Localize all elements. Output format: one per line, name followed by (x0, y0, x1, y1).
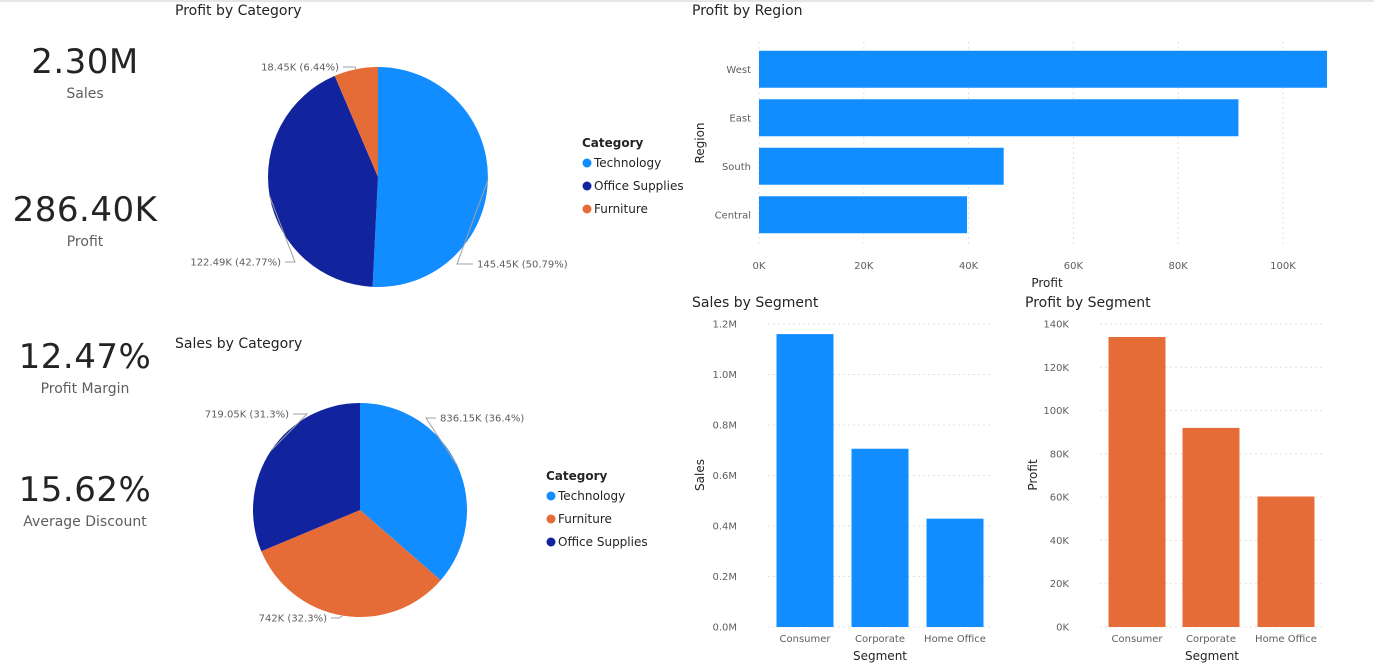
x-tick-label: 20K (854, 261, 874, 272)
bar-corporate[interactable] (851, 448, 909, 627)
chart-title-sales-by-segment: Sales by Segment (692, 295, 819, 311)
y-axis-title: Sales (693, 459, 707, 491)
legend-item-technology: Technology (557, 489, 625, 503)
x-tick-label: Corporate (1186, 634, 1236, 645)
y-tick-label: 140K (1043, 320, 1069, 331)
kpi-label: Average Discount (23, 514, 147, 530)
kpi-label: Sales (66, 86, 104, 102)
y-tick-label: 0K (1056, 623, 1069, 634)
x-tick-label: 80K (1169, 261, 1189, 272)
y-tick-label: 1.0M (712, 370, 737, 381)
data-label-leader (269, 196, 296, 263)
y-axis-title: Profit (1026, 459, 1040, 491)
y-tick-label: 0.2M (712, 572, 737, 583)
legend-item-furniture: Furniture (558, 512, 612, 526)
x-tick-label: Corporate (855, 634, 905, 645)
bar-east[interactable] (759, 99, 1239, 137)
y-tick-label: South (722, 162, 751, 173)
y-tick-label: 120K (1043, 363, 1069, 374)
kpi-card-average-discount[interactable]: 15.62% Average Discount (0, 470, 170, 531)
x-axis-title: Profit (1031, 276, 1063, 290)
kpi-card-profit-margin[interactable]: 12.47% Profit Margin (0, 337, 170, 398)
bar-consumer[interactable] (776, 334, 834, 627)
pie-slice-furniture[interactable] (334, 67, 378, 177)
y-tick-label: 20K (1050, 579, 1070, 590)
y-tick-label: 0.0M (712, 623, 737, 634)
kpi-value: 15.62% (18, 470, 152, 510)
data-label-leader (456, 179, 489, 265)
y-tick-label: 40K (1050, 536, 1070, 547)
pie-data-label: 18.45K (6.44%) (261, 63, 339, 74)
pie-slice-technology[interactable] (372, 67, 488, 287)
bar-central[interactable] (759, 196, 968, 234)
pie-data-label: 122.49K (42.77%) (190, 258, 281, 269)
pie-slice-technology[interactable] (360, 403, 468, 581)
pie-data-label: 145.45K (50.79%) (477, 260, 568, 271)
y-tick-label: 0.6M (712, 471, 737, 482)
kpi-card-profit[interactable]: 286.40K Profit (0, 190, 170, 251)
x-tick-label: 100K (1270, 261, 1296, 272)
bar-west[interactable] (759, 50, 1327, 88)
y-tick-label: 80K (1050, 449, 1070, 460)
x-tick-label: Consumer (1112, 634, 1164, 645)
pie-slice-office-supplies[interactable] (253, 403, 360, 552)
x-tick-label: Home Office (924, 634, 986, 645)
x-tick-label: Consumer (780, 634, 832, 645)
kpi-value: 2.30M (31, 42, 139, 82)
y-tick-label: Central (715, 210, 751, 221)
legend-title: Category (582, 136, 644, 150)
y-tick-label: 0.4M (712, 522, 737, 533)
bar-consumer[interactable] (1108, 336, 1166, 627)
y-tick-label: West (726, 65, 751, 76)
legend-item-office-supplies: Office Supplies (558, 535, 648, 549)
legend-title: Category (546, 469, 608, 483)
pie-slice-furniture[interactable] (261, 510, 441, 617)
legend-marker-technology (582, 158, 592, 168)
bar-south[interactable] (759, 147, 1004, 185)
pie-data-label: 742K (32.3%) (259, 614, 327, 625)
y-tick-label: 1.2M (712, 320, 737, 331)
legend-item-technology: Technology (593, 156, 661, 170)
data-label-leader (270, 413, 309, 452)
x-axis-title: Segment (1185, 649, 1239, 663)
kpi-card-sales[interactable]: 2.30M Sales (0, 42, 170, 103)
legend-marker-furniture (582, 204, 592, 214)
chart-title-profit-by-region: Profit by Region (692, 3, 803, 19)
data-label-leader (425, 417, 458, 466)
chart-title-profit-by-category: Profit by Category (175, 3, 302, 19)
pie-data-label: 719.05K (31.3%) (205, 410, 289, 421)
bar-home-office[interactable] (926, 518, 984, 627)
y-tick-label: East (729, 113, 751, 124)
data-label-leader (331, 615, 344, 619)
pie-slice-office-supplies[interactable] (267, 75, 378, 287)
y-tick-label: 100K (1043, 406, 1069, 417)
x-tick-label: Home Office (1255, 634, 1317, 645)
x-axis-title: Segment (853, 649, 907, 663)
legend-marker-technology (546, 491, 556, 501)
bar-corporate[interactable] (1182, 427, 1240, 627)
legend-item-office-supplies: Office Supplies (594, 179, 684, 193)
chart-title-profit-by-segment: Profit by Segment (1025, 295, 1151, 311)
data-label-leader (343, 66, 357, 70)
legend-item-furniture: Furniture (594, 202, 648, 216)
kpi-label: Profit (66, 234, 104, 250)
x-tick-label: 40K (959, 261, 979, 272)
y-axis-title: Region (693, 122, 707, 163)
x-tick-label: 60K (1064, 261, 1084, 272)
bar-home-office[interactable] (1257, 496, 1315, 627)
kpi-label: Profit Margin (40, 381, 130, 397)
legend-marker-furniture (546, 514, 556, 524)
legend-marker-office-supplies (582, 181, 592, 191)
x-tick-label: 0K (753, 261, 766, 272)
legend-marker-office-supplies (546, 537, 556, 547)
kpi-value: 12.47% (18, 337, 152, 377)
pie-data-label: 836.15K (36.4%) (440, 414, 524, 425)
y-tick-label: 60K (1050, 493, 1070, 504)
y-tick-label: 0.8M (712, 421, 737, 432)
top-border (0, 0, 1374, 2)
chart-title-sales-by-category: Sales by Category (175, 336, 303, 352)
kpi-value: 286.40K (12, 190, 158, 230)
